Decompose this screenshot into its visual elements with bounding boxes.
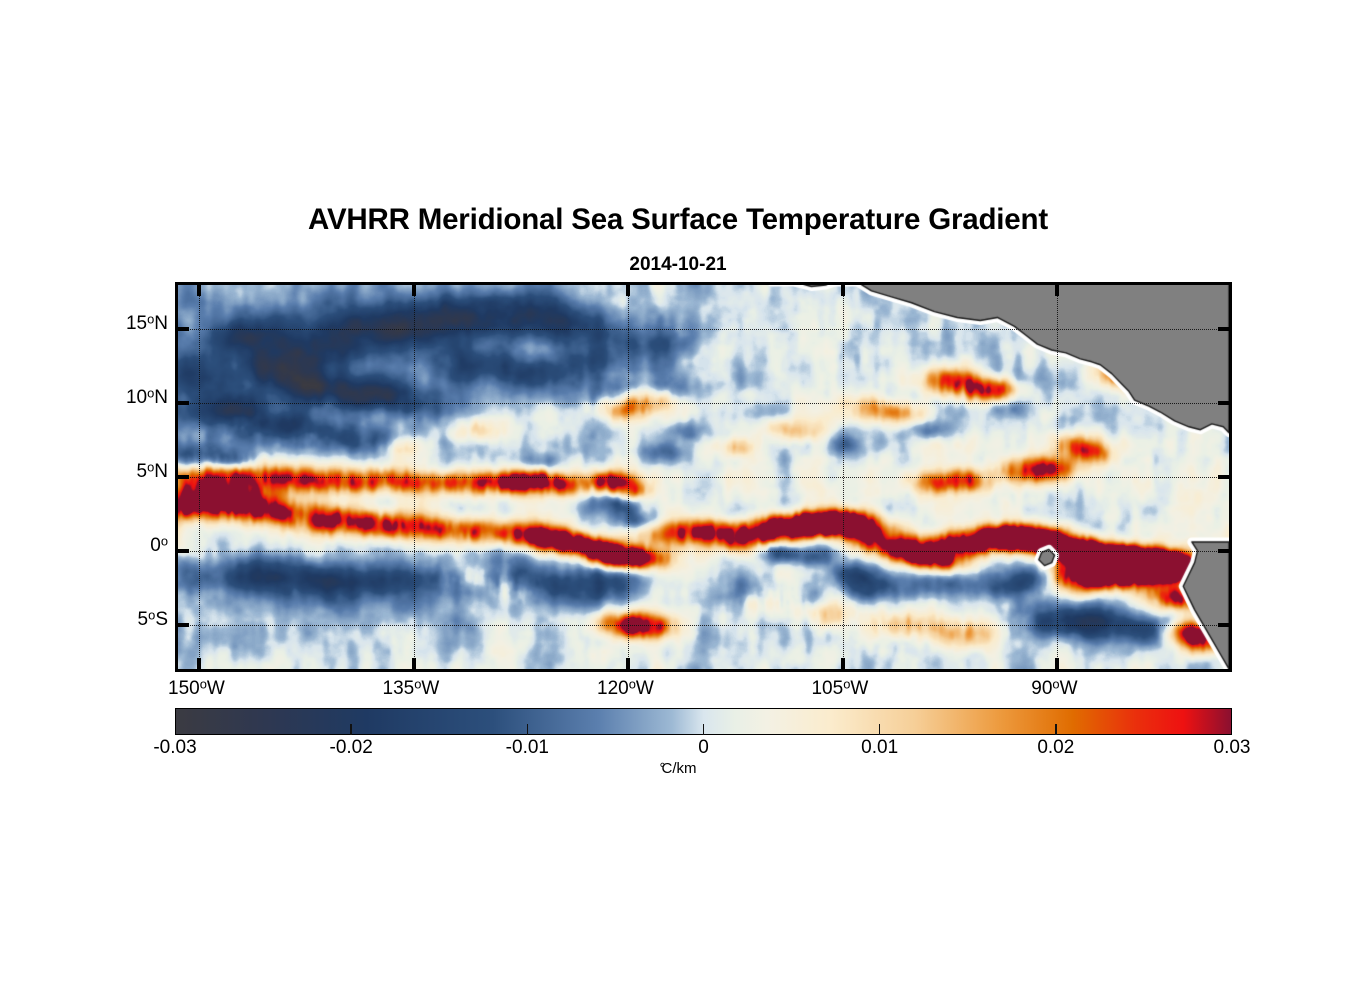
colorbar-label--0.02: -0.02 xyxy=(329,737,373,758)
tick-lon-105°W-top xyxy=(840,285,845,296)
y-tick-label-5°N: 5oN xyxy=(136,459,169,482)
gridline-lon-120°W xyxy=(628,285,630,669)
gridline-lat-0° xyxy=(178,550,1229,552)
tick-lon-135°W-top xyxy=(411,285,416,296)
x-tick-label-150°W: 150oW xyxy=(168,676,225,699)
tick-lat-15°N-left xyxy=(178,327,189,332)
subtitle-date: 2014-10-21 xyxy=(629,254,727,275)
colorbar-tick--0.02 xyxy=(350,724,352,735)
y-tick-label-5°S: 5oS xyxy=(137,607,168,630)
colorbar-label-0.02: 0.02 xyxy=(1037,737,1075,758)
tick-lat-0°-right xyxy=(1218,548,1229,553)
colorbar-label-0.03: 0.03 xyxy=(1213,737,1251,758)
colorbar-tick-0 xyxy=(702,724,705,735)
y-tick-label-15°N: 15oN xyxy=(125,311,168,335)
tick-lat-5°N-right xyxy=(1218,475,1229,479)
x-tick-label-90°W: 90oW xyxy=(1031,676,1078,699)
colorbar-tick-0.01 xyxy=(878,724,881,735)
colorbar-label-0: 0 xyxy=(698,737,709,758)
gridline-lon-105°W xyxy=(842,285,844,669)
colorbar-unit-label: °C/km xyxy=(0,760,1356,777)
tick-lat-10°N-left xyxy=(178,401,189,406)
tick-lat-5°N-left xyxy=(178,475,189,479)
tick-lon-135°W-bottom xyxy=(411,658,416,669)
tick-lat-5°S-right xyxy=(1218,622,1229,627)
gridline-lon-90°W xyxy=(1057,285,1059,669)
colorbar-tick-0.02 xyxy=(1055,724,1057,735)
tick-lat-0°-left xyxy=(178,548,189,553)
tick-lon-150°W-top xyxy=(197,285,202,296)
tick-lon-120°W-bottom xyxy=(626,658,631,669)
tick-lat-15°N-right xyxy=(1218,327,1229,332)
gridline-lon-135°W xyxy=(413,285,415,669)
x-tick-label-105°W: 105oW xyxy=(811,676,869,699)
gridline-lat-5°N xyxy=(178,477,1229,478)
tick-lon-90°W-top xyxy=(1055,285,1060,296)
x-tick-label-120°W: 120oW xyxy=(597,676,654,699)
tick-lat-5°S-left xyxy=(178,622,189,627)
gridline-lon-150°W xyxy=(199,285,201,669)
tick-lon-120°W-top xyxy=(626,285,631,296)
tick-lon-90°W-bottom xyxy=(1055,658,1060,669)
colorbar-tick--0.01 xyxy=(526,724,529,735)
tick-lon-105°W-bottom xyxy=(840,658,845,669)
y-tick-label-0°: 0o xyxy=(150,533,168,556)
gridline-lat-10°N xyxy=(178,403,1229,405)
page-title: AVHRR Meridional Sea Surface Temperature… xyxy=(308,203,1048,236)
x-tick-label-135°W: 135oW xyxy=(382,676,440,699)
colorbar-label--0.03: -0.03 xyxy=(153,737,197,758)
y-tick-label-10°N: 10oN xyxy=(125,385,168,409)
colorbar xyxy=(175,708,1232,735)
tick-lat-10°N-right xyxy=(1218,401,1229,406)
degree-symbol: ° xyxy=(659,760,666,777)
tick-lon-150°W-bottom xyxy=(197,658,202,669)
map-axes xyxy=(175,282,1232,672)
gridline-lat-5°S xyxy=(178,624,1229,626)
unit-text: C/km xyxy=(661,760,697,777)
colorbar-label--0.01: -0.01 xyxy=(505,737,549,758)
colorbar-label-0.01: 0.01 xyxy=(861,737,899,758)
gridline-lat-15°N xyxy=(178,329,1229,331)
